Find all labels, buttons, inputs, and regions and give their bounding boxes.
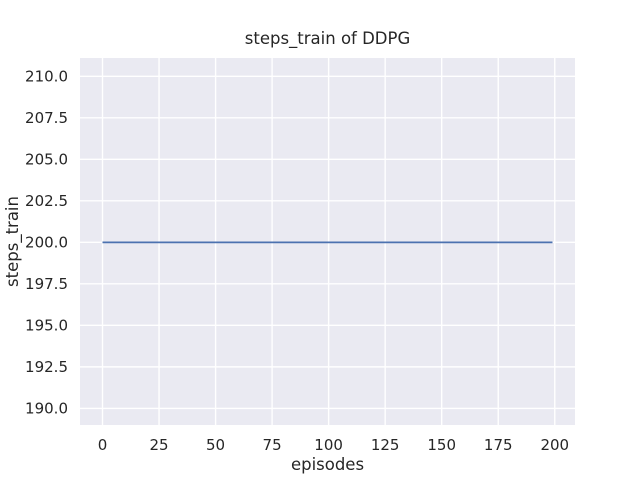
y-tick-label: 205.0	[25, 150, 68, 168]
x-tick-label: 50	[206, 436, 225, 454]
x-tick-label: 125	[371, 436, 400, 454]
x-tick-label: 200	[540, 436, 569, 454]
x-tick-label: 150	[427, 436, 456, 454]
x-tick-label: 175	[484, 436, 513, 454]
y-tick-label: 192.5	[25, 358, 68, 376]
y-tick-label: 207.5	[25, 109, 68, 127]
y-tick-label: 200.0	[25, 233, 68, 251]
x-axis-label: episodes	[291, 455, 364, 474]
y-tick-label: 197.5	[25, 275, 68, 293]
x-tick-label: 75	[263, 436, 282, 454]
x-tick-label: 100	[314, 436, 343, 454]
x-tick-label: 25	[149, 436, 168, 454]
x-tick-label: 0	[98, 436, 108, 454]
y-axis-label: steps_train	[3, 196, 23, 287]
y-tick-label: 210.0	[25, 67, 68, 85]
y-tick-label: 195.0	[25, 316, 68, 334]
y-tick-label: 202.5	[25, 192, 68, 210]
y-tick-label: 190.0	[25, 399, 68, 417]
chart-title: steps_train of DDPG	[245, 29, 410, 49]
